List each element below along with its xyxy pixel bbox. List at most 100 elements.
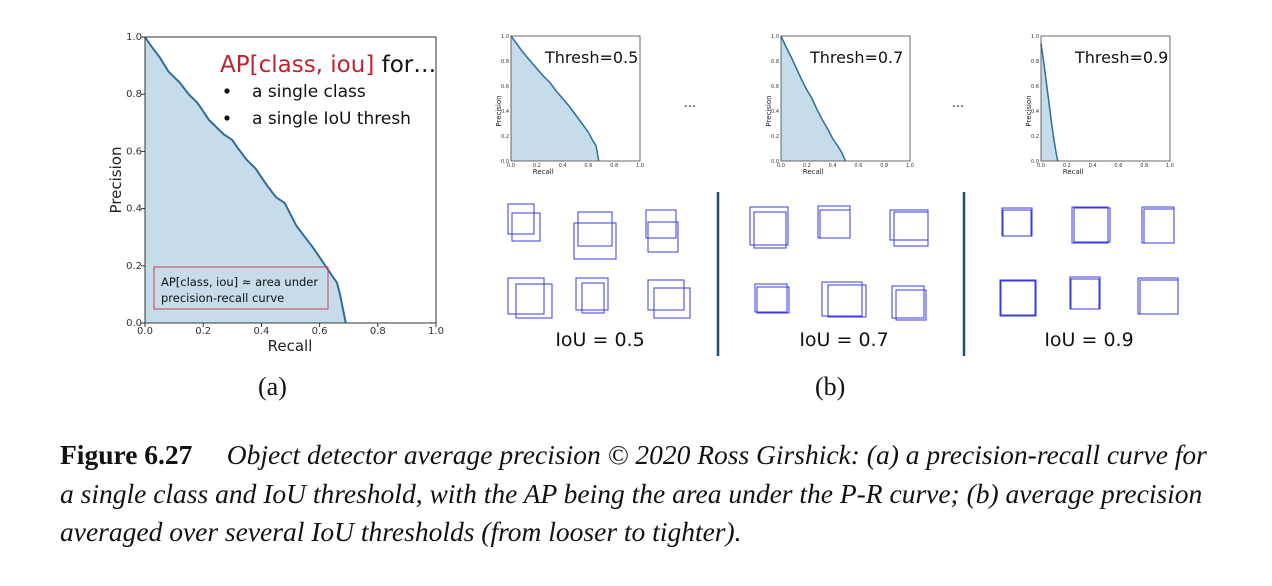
- thumb-curve: [780, 35, 847, 162]
- thumb-ylabel: Precision: [765, 95, 773, 126]
- plot-frame-a: [144, 36, 437, 324]
- xtick-label-a: 0.8: [370, 326, 386, 337]
- thumb-xtick-label: 0.0: [507, 163, 515, 169]
- bounding-box: [819, 209, 851, 239]
- thumb-xtick-label: 0.2: [803, 163, 811, 169]
- ylabel-a: Precision: [107, 147, 125, 214]
- title-a-rest: for…: [374, 52, 436, 78]
- bounding-box: [1141, 206, 1175, 244]
- thumb-xtick-label: 0.2: [533, 163, 541, 169]
- pr-chart-a: 0.0 0.2 0.4 0.6 0.8 1.0 0.0 0.2 0.4 0.6 0.8 1.0 Rec…: [107, 32, 444, 355]
- thumb-ytick-label: 0.0: [1031, 159, 1039, 165]
- thumb-xtick-label: 0.2: [1063, 163, 1071, 169]
- annotation-box: [153, 266, 329, 310]
- thumb-xlabel: Recall: [803, 168, 824, 176]
- ytick-label-a: 0.6: [126, 146, 142, 157]
- bounding-box: [756, 286, 790, 314]
- xtick-label-a: 1.0: [428, 326, 444, 337]
- thumb-ytick-label: 0.2: [771, 134, 779, 140]
- bounding-box: [1002, 209, 1032, 237]
- thumb-ytick-label: 0.8: [501, 59, 509, 65]
- axis-ticks-a: 0.0 0.2 0.4 0.6 0.8 1.0 0.0 0.2 0.4 0.6 0.8 1.0: [126, 32, 444, 337]
- bounding-box: [1000, 280, 1036, 316]
- thumb-xtick-label: 0.4: [559, 163, 567, 169]
- thumb-ytick-label: 0.4: [501, 109, 509, 115]
- thumb-frame: [1040, 35, 1171, 162]
- xtick-label-a: 0.0: [137, 326, 153, 337]
- bounding-box: [647, 279, 685, 311]
- thumb-xtick-label: 0.4: [1089, 163, 1097, 169]
- thumb-ytick-label: 0.4: [1031, 109, 1039, 115]
- bounding-box: [889, 209, 929, 241]
- thumb-area: [1041, 43, 1058, 161]
- thumb-xtick-label: 0.6: [584, 163, 592, 169]
- thumb-ytick-label: 0.8: [1031, 59, 1039, 65]
- xtick-label-a: 0.4: [253, 326, 269, 337]
- bounding-box: [507, 277, 545, 315]
- bounding-box: [511, 212, 541, 242]
- thumb-curve: [510, 35, 600, 162]
- bounding-box: [515, 283, 553, 319]
- pr-thumbnails: 0.0 0.2 0.4 0.6 0.8 1.0 0.0 0.2 0.4 0.6 0.8 1.0 Reca…: [495, 34, 1174, 176]
- thumb-xtick-label: 1.0: [1166, 163, 1174, 169]
- bounding-box: [1139, 279, 1179, 315]
- thumb-ytick-label: 0.2: [501, 134, 509, 140]
- ytick-label-a: 1.0: [126, 32, 142, 43]
- thumb-xtick-label: 0.6: [1114, 163, 1122, 169]
- figure-caption: Figure 6.27 Object detector average prec…: [60, 436, 1220, 552]
- thumb-ytick-label: 0.2: [1031, 134, 1039, 140]
- bounding-box: [999, 279, 1037, 317]
- thumb-threshold-label: Thresh=0.5: [544, 48, 638, 67]
- thumb-xtick-label: 0.8: [880, 163, 888, 169]
- thumb-frame: [780, 35, 911, 162]
- thumb-ylabel: Precision: [1025, 95, 1033, 126]
- title-a-red: AP[class, iou]: [220, 52, 374, 78]
- bounding-box: [1071, 206, 1109, 244]
- thumb-ytick-label: 0.6: [771, 84, 779, 90]
- bullet-2: a single IoU thresh: [252, 109, 411, 129]
- bounding-box: [754, 283, 788, 313]
- thumb-xtick-label: 0.4: [829, 163, 837, 169]
- bounding-box: [895, 289, 927, 321]
- iou-label-3: IoU = 0.9: [1044, 329, 1133, 351]
- xtick-label-a: 0.6: [312, 326, 328, 337]
- bounding-box: [573, 222, 617, 260]
- annotation-line-2: precision-recall curve: [161, 291, 284, 305]
- bounding-box: [1137, 277, 1179, 315]
- bounding-box: [507, 203, 535, 235]
- pr-area-a: [145, 37, 346, 323]
- title-a: AP[class, iou] for…: [220, 52, 436, 78]
- bounding-box: [821, 281, 863, 317]
- bounding-box: [817, 205, 851, 239]
- bounding-box: [1001, 207, 1033, 237]
- thumb-ytick-label: 1.0: [501, 34, 509, 40]
- bounding-box: [891, 285, 925, 319]
- thumb-ytick-label: 1.0: [771, 34, 779, 40]
- ytick-label-a: 0.2: [126, 261, 142, 272]
- iou-box-examples: [507, 203, 1179, 321]
- bounding-box: [1143, 208, 1175, 244]
- bounding-box: [1069, 276, 1101, 310]
- bullet-dot: [224, 115, 230, 121]
- thumb-threshold-label: Thresh=0.7: [809, 48, 903, 67]
- thumb-xtick-label: 0.0: [777, 163, 785, 169]
- thumb-xlabel: Recall: [533, 168, 554, 176]
- bounding-box: [1073, 207, 1111, 243]
- thumb-area: [781, 36, 846, 161]
- iou-label-1: IoU = 0.5: [555, 329, 644, 351]
- thumb-xtick-label: 0.6: [854, 163, 862, 169]
- thumb-ytick-label: 1.0: [1031, 34, 1039, 40]
- xlabel-a: Recall: [268, 337, 313, 355]
- iou-label-2: IoU = 0.7: [799, 329, 888, 351]
- bullet-1: a single class: [252, 82, 366, 102]
- bounding-box: [647, 221, 679, 253]
- sublabel-a: (a): [258, 372, 287, 401]
- thumb-ytick-label: 0.6: [1031, 84, 1039, 90]
- bounding-box: [653, 287, 691, 319]
- thumb-ytick-label: 0.0: [771, 159, 779, 165]
- sublabel-b: (b): [815, 372, 846, 401]
- thumb-xtick-label: 0.8: [1140, 163, 1148, 169]
- bullet-dot: [224, 88, 230, 94]
- thumb-xtick-label: 1.0: [636, 163, 644, 169]
